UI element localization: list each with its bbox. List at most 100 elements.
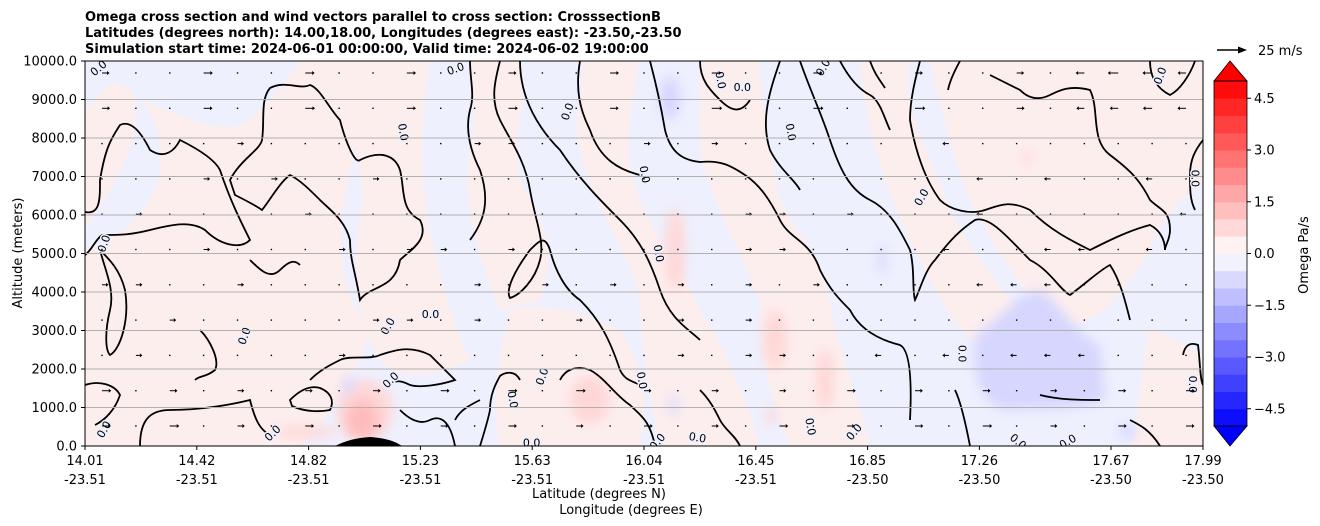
wind-vector [812,248,815,251]
wind-vector [515,106,518,111]
wind-vector [338,284,340,286]
wind-vector [338,178,340,180]
wind-vector [236,213,239,215]
x-tick-label-latitude: 16.04 [625,454,662,469]
wind-vector [135,178,137,180]
wind-vector [377,176,380,181]
wind-vector [948,72,950,74]
wind-vector [1049,319,1052,321]
wind-vector [1054,424,1058,428]
wind-vector [541,107,544,109]
wind-vector [982,72,984,74]
wind-vector [711,213,713,215]
colorbar-band [1214,115,1247,134]
wind-vector [711,178,713,180]
wind-vector [202,142,205,145]
wind-vector [440,213,442,215]
wind-vector [609,425,611,427]
wind-vector [202,390,205,392]
quiver-key-arrowhead-icon [1238,46,1247,54]
wind-vector [169,284,171,286]
wind-vector [1185,354,1187,357]
wind-vector [1117,354,1119,357]
wind-vector [135,390,137,392]
wind-vector [914,354,916,357]
wind-vector [406,213,408,215]
wind-vector [785,424,789,428]
wind-vector [1151,213,1153,215]
wind-vector [1075,71,1079,75]
wind-vector [846,248,848,251]
wind-vector [440,178,442,180]
wind-vector [1145,176,1149,181]
contour-label: 0.0 [637,165,653,184]
wind-vector [1049,107,1052,109]
wind-vector [372,72,374,74]
wind-vector [101,248,103,251]
wind-vector [846,284,848,286]
wind-vector [473,354,476,357]
wind-vector [976,282,979,287]
wind-vector [541,390,544,392]
wind-vector [677,248,679,251]
wind-vector [270,425,273,427]
omega-positive-spots [273,150,1032,440]
wind-vector [541,213,544,215]
wind-vector [372,213,374,215]
wind-vector [514,424,517,428]
wind-vector [1083,142,1086,145]
wind-vector [1151,142,1153,145]
x-tick-label-longitude: -23.51 [735,473,777,488]
wind-vector [507,213,510,215]
x-tick-label-latitude: 15.63 [514,454,551,469]
wind-vector [107,106,111,111]
wind-vector [406,425,408,427]
wind-vector [575,72,577,74]
wind-vector [101,319,103,321]
wind-vector [948,425,950,427]
wind-vector [372,142,374,145]
wind-vector [304,248,306,251]
y-axis: 0.0 1000.0 2000.0 3000.0 4000.0 5000.0 6000.0 7… [23,55,1203,455]
colorbar-extend-max [1213,60,1248,82]
wind-vector [1123,388,1127,393]
wind-vector [880,142,882,145]
wind-vector [1192,388,1195,393]
wind-vector [1083,425,1086,427]
contour-label: 0.0 [802,417,818,436]
wind-vector [1185,248,1187,251]
wind-vector [372,248,374,251]
wind-vector [1185,142,1187,145]
wind-vector [744,178,747,180]
wind-vector [880,178,882,180]
wind-vector [1044,282,1047,287]
colorbar-band [1214,374,1247,392]
wind-vector [310,388,313,393]
wind-vector [783,388,787,393]
wind-vector [169,248,171,251]
wind-vector [270,72,273,74]
zero-contour-lines [85,61,1203,446]
colorbar-band [1214,81,1247,99]
wind-vector [202,425,205,427]
wind-vector [1177,106,1180,111]
chart-title: Omega cross section and wind vectors par… [85,10,682,57]
contour-label: 0.0 [712,70,728,89]
y-tick-label: 9000.0 [32,93,78,108]
wind-vector [681,282,685,287]
wind-vector [270,107,273,109]
wind-vector [135,72,137,74]
title-line-3: Simulation start time: 2024-06-01 00:00:… [85,42,649,57]
wind-vector [108,424,111,428]
wind-vector [681,318,685,323]
wind-vector [1185,178,1187,180]
wind-vector [609,178,611,180]
wind-vector [207,247,211,252]
colorbar-band [1214,339,1247,358]
wind-vector [1142,106,1146,111]
wind-vector [139,353,143,358]
wind-vector [372,284,374,286]
colorbar-tick-label: 4.5 [1254,92,1275,107]
wind-vector [846,142,848,145]
wind-vector [242,424,245,428]
